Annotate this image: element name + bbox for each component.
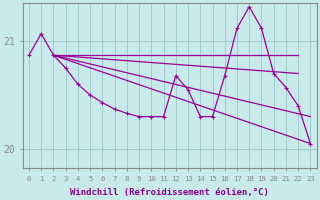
X-axis label: Windchill (Refroidissement éolien,°C): Windchill (Refroidissement éolien,°C) [70,188,269,197]
